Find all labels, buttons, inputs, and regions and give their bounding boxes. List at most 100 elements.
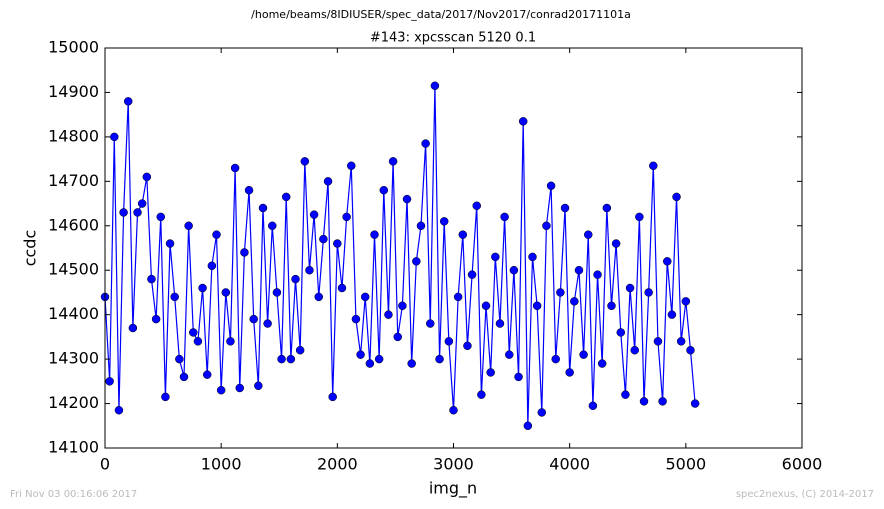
- data-point: [560, 203, 570, 213]
- data-point: [272, 288, 282, 297]
- data-point: [286, 354, 296, 364]
- data-point: [426, 319, 435, 328]
- footer-credit: spec2nexus, (C) 2014-2017: [736, 489, 874, 500]
- data-point: [170, 292, 179, 302]
- data-point: [365, 359, 375, 368]
- data-point: [133, 208, 142, 217]
- data-point: [477, 390, 486, 399]
- data-point: [333, 239, 342, 248]
- data-point: [667, 310, 677, 319]
- x-tick-label: 2000: [317, 455, 358, 474]
- data-point: [570, 297, 579, 306]
- data-point: [291, 274, 300, 284]
- data-point: [579, 350, 588, 359]
- data-point: [416, 221, 426, 231]
- data-point: [658, 397, 667, 406]
- data-point: [226, 337, 235, 346]
- data-point: [662, 257, 672, 266]
- y-tick-label: 14900: [48, 82, 99, 101]
- y-axis-label: ccdc: [21, 230, 40, 267]
- data-point: [574, 265, 584, 275]
- data-line: [104, 85, 696, 426]
- data-point: [458, 230, 468, 239]
- data-point: [263, 319, 272, 328]
- data-point: [556, 288, 565, 297]
- data-point: [323, 177, 333, 186]
- data-point: [319, 234, 328, 244]
- data-point: [444, 337, 454, 346]
- y-tick-label: 14500: [48, 260, 99, 279]
- data-point: [486, 368, 495, 377]
- data-point: [110, 132, 119, 142]
- data-point: [584, 230, 593, 239]
- data-point: [128, 323, 138, 333]
- data-point: [542, 221, 551, 231]
- data-point: [607, 301, 616, 311]
- data-point: [151, 314, 161, 324]
- data-point: [412, 257, 421, 266]
- y-tick-label: 14600: [48, 215, 99, 234]
- data-point: [686, 345, 695, 355]
- data-point: [407, 359, 416, 368]
- y-tick-label: 15000: [48, 38, 99, 57]
- data-point: [384, 310, 393, 319]
- data-point: [305, 265, 314, 275]
- data-point: [565, 368, 574, 377]
- data-point: [551, 354, 560, 364]
- chart-title: #143: xpcsscan 5120 0.1: [370, 31, 536, 46]
- data-point: [625, 283, 635, 293]
- data-point: [244, 185, 254, 195]
- data-point: [449, 405, 458, 415]
- data-point: [235, 383, 245, 393]
- data-point: [123, 97, 133, 106]
- data-point: [532, 301, 542, 311]
- data-point: [393, 332, 402, 342]
- x-axis-label: img_n: [429, 479, 477, 499]
- y-tick-label: 14300: [48, 349, 99, 368]
- data-point: [630, 345, 639, 355]
- data-point: [175, 354, 184, 364]
- data-point: [179, 372, 189, 382]
- data-point: [360, 292, 370, 302]
- data-point: [653, 337, 663, 346]
- data-point: [639, 397, 649, 406]
- data-point: [681, 297, 691, 306]
- data-point: [421, 139, 430, 148]
- footer-date: Fri Nov 03 00:16:06 2017: [10, 489, 137, 500]
- data-point: [193, 337, 203, 346]
- axes-frame: [104, 47, 803, 449]
- data-point: [254, 381, 263, 391]
- data-point: [161, 392, 170, 402]
- data-point: [430, 81, 440, 91]
- data-point: [481, 301, 491, 311]
- data-point: [300, 157, 310, 166]
- data-point: [337, 283, 347, 293]
- data-point: [588, 401, 598, 411]
- data-point: [398, 301, 407, 311]
- y-tick-label: 14200: [48, 393, 99, 412]
- data-point: [281, 192, 291, 202]
- data-point: [491, 252, 500, 262]
- data-point: [202, 370, 212, 379]
- data-point: [370, 230, 379, 239]
- x-tick-label: 1000: [201, 455, 242, 474]
- data-point: [621, 390, 630, 399]
- data-point: [676, 337, 686, 346]
- data-point: [249, 314, 258, 324]
- data-point: [198, 283, 207, 293]
- data-point: [189, 328, 198, 337]
- data-point: [212, 230, 221, 239]
- data-point: [649, 161, 658, 171]
- data-point: [347, 161, 356, 171]
- x-tick-label: 5000: [665, 455, 706, 474]
- data-point: [518, 117, 528, 126]
- data-point: [690, 399, 700, 408]
- file-path: /home/beams/8IDIUSER/spec_data/2017/Nov2…: [251, 8, 631, 21]
- data-point: [328, 392, 337, 402]
- data-point: [435, 354, 444, 364]
- data-point: [277, 354, 286, 364]
- data-point: [314, 292, 323, 302]
- data-point: [546, 181, 556, 191]
- data-point: [509, 265, 519, 275]
